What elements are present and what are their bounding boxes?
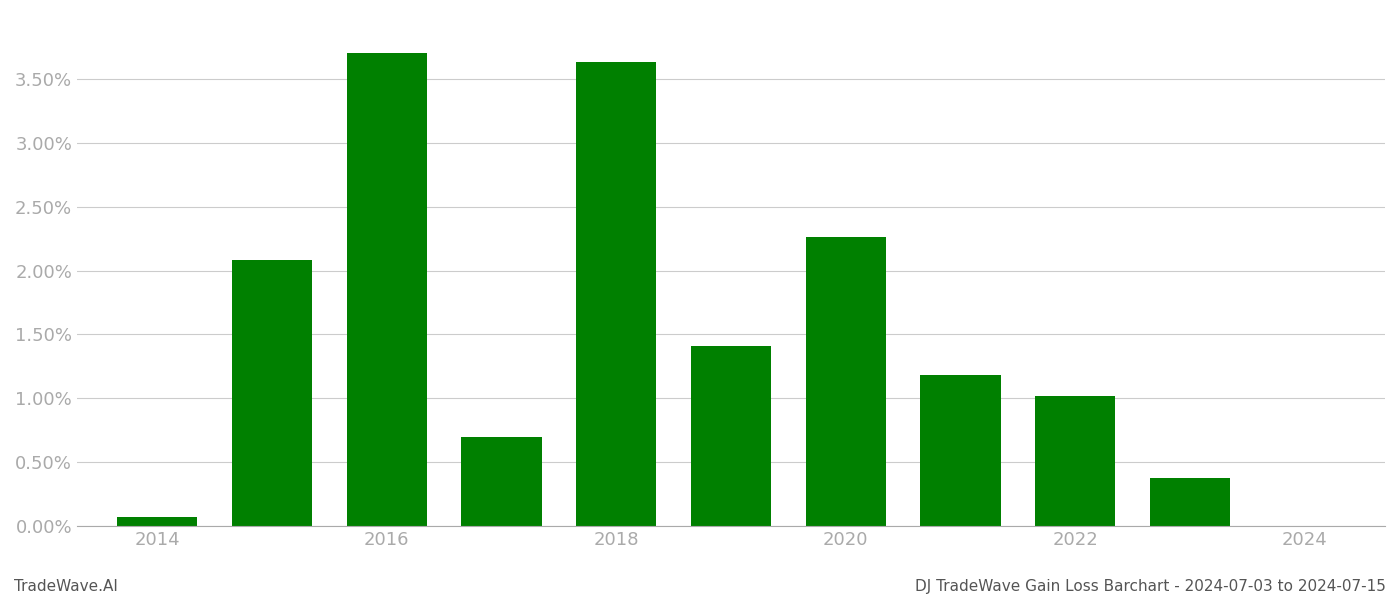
Bar [232,260,312,526]
Bar [1149,478,1231,526]
Bar [347,53,427,526]
Bar [805,238,886,526]
Bar [462,437,542,526]
Bar [118,517,197,526]
Text: DJ TradeWave Gain Loss Barchart - 2024-07-03 to 2024-07-15: DJ TradeWave Gain Loss Barchart - 2024-0… [916,579,1386,594]
Text: TradeWave.AI: TradeWave.AI [14,579,118,594]
Bar [1035,396,1116,526]
Bar [920,376,1001,526]
Bar [575,62,657,526]
Bar [690,346,771,526]
